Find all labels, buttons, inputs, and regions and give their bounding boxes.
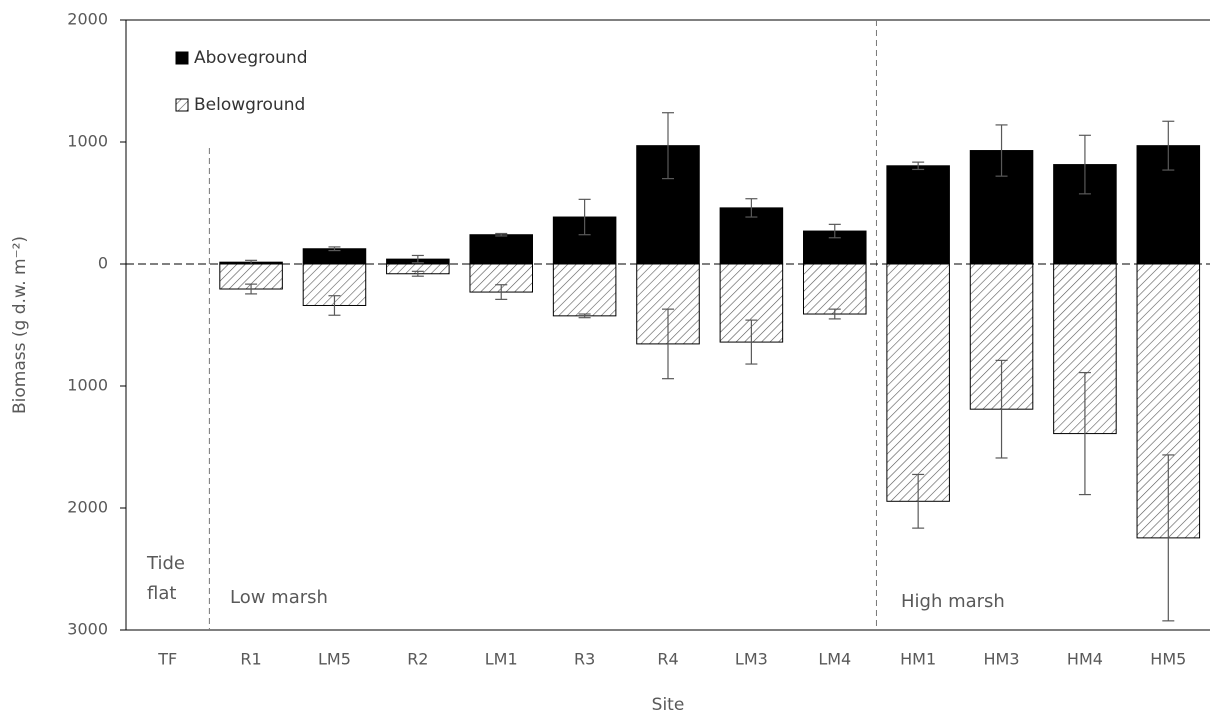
error-bar xyxy=(245,283,258,295)
x-tick-label: TF xyxy=(157,650,177,669)
y-axis-label: Biomass (g d.w. m⁻²) xyxy=(10,236,30,414)
x-tick-label: HM5 xyxy=(1150,650,1186,669)
error-bar xyxy=(995,124,1008,177)
region-label: Tide xyxy=(146,553,185,574)
error-bar xyxy=(411,254,424,264)
x-tick-label: LM3 xyxy=(735,650,768,669)
error-bar xyxy=(328,295,341,316)
legend-swatch xyxy=(175,98,189,112)
error-bar xyxy=(411,270,424,277)
y-tick-label: 1000 xyxy=(67,376,108,395)
error-bar xyxy=(1078,371,1091,496)
error-bar xyxy=(662,112,674,180)
error-bar xyxy=(995,359,1008,459)
legend-label: Aboveground xyxy=(194,48,308,68)
x-tick-label: R1 xyxy=(240,650,261,669)
x-tick-label: HM1 xyxy=(900,650,936,669)
error-bar xyxy=(1162,120,1175,171)
bar xyxy=(886,165,950,265)
y-tick-label: 3000 xyxy=(67,620,108,639)
error-bar xyxy=(912,473,925,529)
x-axis-label: Site xyxy=(652,695,685,715)
y-tick-label: 2000 xyxy=(67,10,108,29)
error-bar xyxy=(1078,134,1091,195)
error-bar xyxy=(828,223,841,239)
region-label: High marsh xyxy=(901,591,1005,612)
y-tick-label: 2000 xyxy=(67,498,108,517)
legend-label: Belowground xyxy=(194,95,305,115)
x-tick-label: HM4 xyxy=(1067,650,1103,669)
y-tick-label: 1000 xyxy=(67,132,108,151)
y-tick-label: 0 xyxy=(98,254,108,273)
x-tick-label: R2 xyxy=(407,650,428,669)
x-tick-label: HM3 xyxy=(984,650,1020,669)
x-tick-label: LM1 xyxy=(485,650,518,669)
x-tick-label: LM4 xyxy=(818,650,851,669)
x-tick-label: LM5 xyxy=(318,650,351,669)
error-bar xyxy=(1162,454,1175,622)
error-bar xyxy=(578,313,591,319)
x-tick-label: R4 xyxy=(657,650,678,669)
error-bar xyxy=(745,198,758,218)
error-bar xyxy=(578,198,591,236)
error-bar xyxy=(328,246,341,252)
error-bar xyxy=(912,161,925,171)
error-bar xyxy=(745,319,758,365)
error-bar xyxy=(495,232,508,237)
legend-swatch xyxy=(175,51,189,65)
error-bar xyxy=(662,308,674,380)
region-label: flat xyxy=(147,583,176,604)
bar xyxy=(552,263,617,317)
error-bar xyxy=(828,308,841,320)
bar xyxy=(469,234,534,265)
error-bar xyxy=(495,284,508,300)
region-label: Low marsh xyxy=(230,587,328,608)
bar xyxy=(803,263,867,315)
x-tick-label: R3 xyxy=(574,650,595,669)
bar xyxy=(886,263,950,502)
